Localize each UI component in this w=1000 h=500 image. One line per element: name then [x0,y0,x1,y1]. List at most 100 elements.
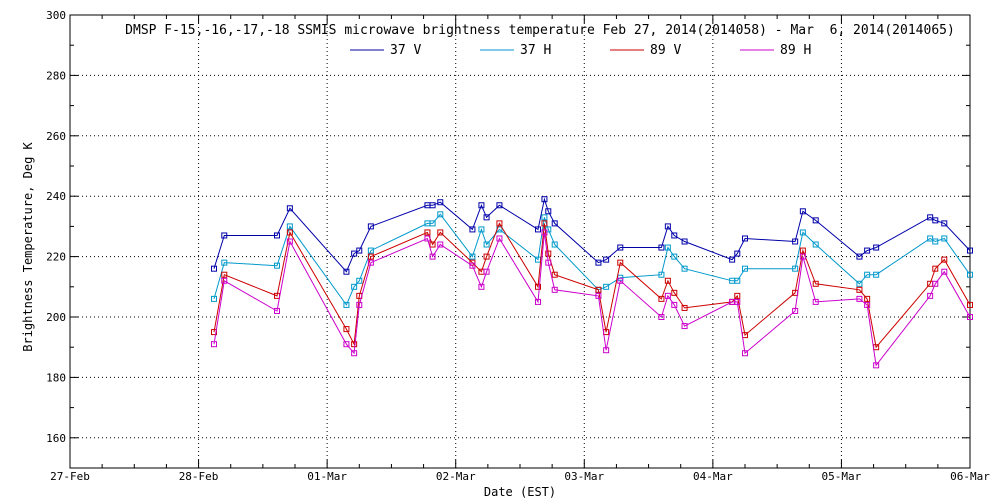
data-point-89-v [535,283,541,290]
data-point-89-v [941,256,948,263]
data-point-37-v [437,199,444,206]
data-point-37-h [873,271,880,278]
data-point-89-h [221,277,228,284]
data-point-89-v [967,301,973,308]
data-point-37-v [671,232,678,239]
data-point-89-v [932,265,939,272]
data-point-37-v [617,244,624,251]
data-point-37-v [545,208,552,215]
data-point-37-v [286,205,293,212]
data-point-89-h [478,283,485,290]
data-point-89-h [351,350,358,357]
legend-label-89-v: 89 V [650,43,681,58]
data-point-89-v [541,220,548,227]
data-point-89-v [351,341,358,348]
x-tick-label: 03-Mar [564,470,604,483]
data-point-37-v [864,247,871,254]
data-point-37-h [356,277,363,284]
data-point-89-v [734,292,741,299]
data-point-89-v [343,326,350,333]
data-point-37-v [856,253,863,260]
data-point-89-h [496,235,503,242]
data-point-89-v [545,250,552,257]
data-point-37-h [812,241,819,248]
x-tick-label: 28-Feb [179,470,219,483]
data-point-89-v [211,329,217,336]
x-tick-label: 06-Mar [950,470,990,483]
data-point-89-h [932,280,939,287]
data-point-37-v [541,196,548,203]
data-point-89-v [812,280,819,287]
data-point-37-v [799,208,806,215]
x-tick-label: 01-Mar [307,470,347,483]
chart-title: DMSP F-15,-16,-17,-18 SSMIS microwave br… [125,23,955,38]
y-tick-label: 200 [46,311,66,324]
data-point-37-h [927,235,934,242]
data-point-37-v [941,220,948,227]
data-point-37-v [742,235,748,242]
data-point-89-h [671,301,678,308]
data-point-37-h [856,280,863,287]
y-tick-label: 300 [46,9,66,22]
data-point-37-v [595,259,602,266]
data-point-89-v [496,220,503,227]
data-point-37-h [941,235,948,242]
data-point-37-v [274,232,280,239]
data-point-37-h [437,211,444,218]
data-point-37-v [356,247,363,254]
data-point-89-v [595,286,602,293]
data-point-89-v [429,241,436,248]
data-point-37-v [664,223,671,230]
data-point-37-h [681,265,688,272]
data-point-89-h [792,307,799,314]
data-point-89-v [367,253,374,260]
data-point-89-v [681,304,688,311]
y-tick-label: 280 [46,69,66,82]
x-tick-label: 27-Feb [50,470,90,483]
data-point-37-v [469,226,476,233]
series-line-89-v [213,222,971,349]
data-point-89-h [424,235,431,242]
data-point-37-h [541,214,548,221]
data-point-37-h [603,283,610,290]
data-point-89-h [211,341,217,348]
legend-label-37-h: 37 H [520,43,551,58]
data-point-37-v [792,238,799,245]
data-point-37-h [483,241,490,248]
data-point-89-h [941,268,948,275]
y-tick-label: 160 [46,432,66,445]
data-point-37-h [658,271,665,278]
data-point-37-v [658,244,665,251]
data-point-89-v [799,247,806,254]
legend-label-89-h: 89 H [780,43,811,58]
data-point-37-v [603,256,610,263]
data-point-89-h [541,229,548,236]
data-point-37-h [367,247,374,254]
data-point-37-v [729,256,736,263]
legend: 37 V 37 H 89 V 89 H [350,43,811,58]
data-point-89-h [856,295,863,302]
data-point-37-h [274,262,280,269]
grid-layer [70,15,970,468]
data-point-37-h [221,259,228,266]
data-point-37-v [535,226,541,233]
data-point-37-v [211,265,217,272]
y-tick-label: 220 [46,251,66,264]
series-line-89-h [213,232,971,367]
y-tick-label: 180 [46,371,66,384]
data-point-89-h [367,259,374,266]
data-point-89-v [864,295,871,302]
data-point-37-h [734,277,741,284]
series-line-37-v [213,197,971,273]
data-point-89-v [286,229,293,236]
data-point-37-v [496,202,503,209]
data-point-89-h [603,347,610,354]
data-point-89-h [734,298,741,305]
data-point-37-h [864,271,871,278]
plot-frame [69,14,971,469]
data-point-37-h [343,301,350,308]
data-point-89-h [356,301,363,308]
data-point-89-h [658,314,665,320]
data-point-37-v [343,268,350,275]
y-tick-label: 240 [46,190,66,203]
